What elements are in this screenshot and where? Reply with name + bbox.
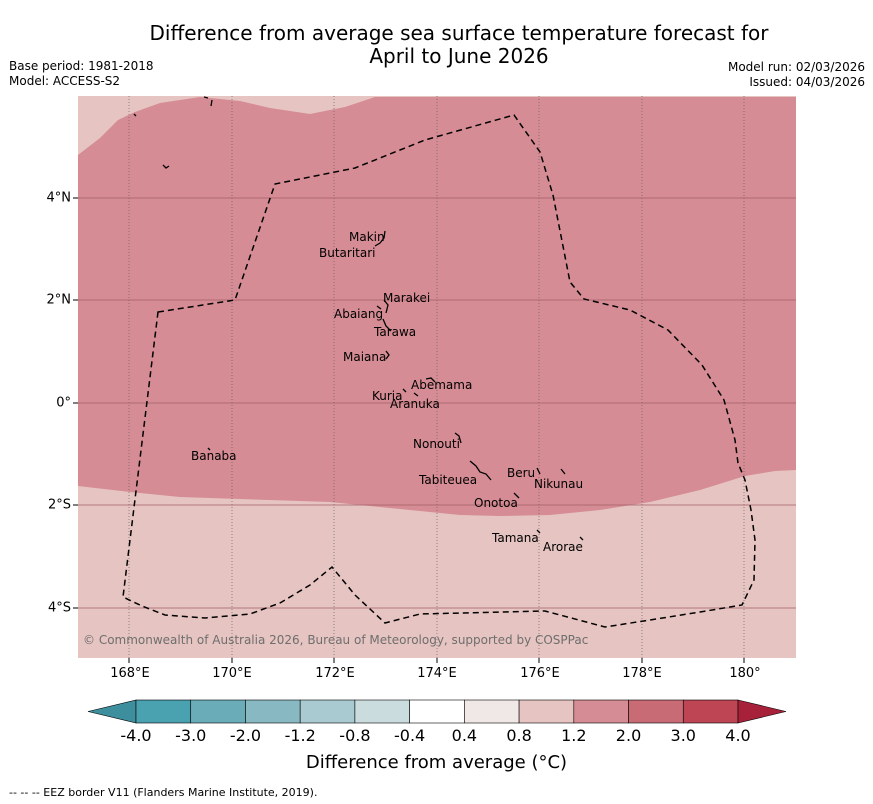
chart-title: Difference from average sea surface temp… bbox=[0, 22, 873, 68]
island-label-tabiteuea: Tabiteuea bbox=[418, 473, 477, 487]
island-shape-tamana bbox=[536, 529, 541, 534]
colorbar-segment bbox=[464, 699, 520, 724]
island-shape-tabiteuea bbox=[469, 460, 492, 481]
island-label-abaiang: Abaiang bbox=[334, 307, 383, 321]
base-period-text: Base period: 1981-2018 bbox=[9, 59, 154, 73]
island-label-tamana: Tamana bbox=[491, 531, 539, 545]
island-label-marakei: Marakei bbox=[383, 291, 430, 305]
x-tick-172e: 172°E bbox=[315, 666, 355, 681]
colorbar-extend-high bbox=[737, 699, 787, 724]
island-shape-north-c bbox=[133, 113, 137, 117]
title-line-1: Difference from average sea surface temp… bbox=[149, 21, 769, 45]
island-shape-onotoa bbox=[513, 492, 520, 499]
y-tick-4s: 4°S bbox=[47, 600, 71, 616]
colorbar-tick-label: 3.0 bbox=[670, 726, 696, 745]
island-label-nonouti: Nonouti bbox=[413, 437, 460, 451]
colorbar-tick-label: 0.4 bbox=[451, 726, 478, 745]
island-shape-butaritari bbox=[374, 230, 386, 247]
colorbar-tick-label: -4.0 bbox=[120, 726, 152, 745]
colorbar-segment bbox=[409, 699, 465, 724]
y-tick-4n: 4°N bbox=[46, 190, 72, 206]
colorbar-tick-label: 2.0 bbox=[615, 726, 642, 745]
map-area: Makin Butaritari Marakei Abaiang Tarawa … bbox=[78, 96, 796, 658]
colorbar-segment bbox=[573, 699, 629, 724]
colorbar-extend-low bbox=[87, 699, 137, 724]
island-label-tarawa: Tarawa bbox=[373, 325, 416, 339]
y-tick-0: 0° bbox=[56, 395, 71, 411]
colorbar bbox=[87, 699, 787, 724]
island-label-maiana: Maiana bbox=[343, 350, 386, 364]
island-shape-north-a bbox=[162, 164, 170, 169]
eez-legend-footer: -- -- -- EEZ border V11 (Flanders Marine… bbox=[9, 786, 318, 799]
colorbar-title: Difference from average (°C) bbox=[305, 752, 568, 773]
island-label-aranuka: Aranuka bbox=[390, 397, 440, 411]
colorbar-tick-label: -3.0 bbox=[175, 726, 207, 745]
island-shape-abaiang bbox=[376, 305, 382, 310]
colorbar-tick-label: -0.8 bbox=[339, 726, 371, 745]
x-tick-180: 180° bbox=[729, 666, 761, 681]
island-shape-beru bbox=[536, 467, 541, 475]
colorbar-segment bbox=[190, 699, 246, 724]
colorbar-tick-label: -2.0 bbox=[229, 726, 262, 745]
island-label-banaba: Banaba bbox=[191, 449, 237, 463]
island-labels: Makin Butaritari Marakei Abaiang Tarawa … bbox=[191, 230, 583, 554]
island-label-makin: Makin bbox=[349, 230, 385, 244]
y-tick-2s: 2°S bbox=[47, 497, 71, 513]
colorbar-tick-label: -1.2 bbox=[284, 726, 316, 745]
x-tick-168e: 168°E bbox=[110, 666, 150, 681]
island-label-abemama: Abemama bbox=[411, 378, 472, 392]
island-shape-abemama bbox=[425, 377, 436, 383]
island-label-butaritari: Butaritari bbox=[319, 246, 376, 260]
colorbar-segment bbox=[518, 699, 575, 724]
colorbar-tick-label: 1.2 bbox=[561, 726, 587, 745]
island-shape-north-b bbox=[203, 96, 213, 107]
island-label-onotoa: Onotoa bbox=[474, 496, 518, 510]
colorbar-segment bbox=[245, 699, 301, 724]
island-label-beru: Beru bbox=[507, 466, 535, 480]
colorbar-tick-label: 0.8 bbox=[506, 726, 532, 745]
y-tick-2n: 2°N bbox=[46, 292, 72, 308]
meta-left: Base period: 1981-2018 Model: ACCESS-S2 bbox=[9, 59, 154, 89]
x-tick-174e: 174°E bbox=[417, 666, 457, 681]
island-label-arorae: Arorae bbox=[543, 540, 583, 554]
island-label-kuria: Kuria bbox=[372, 389, 403, 403]
grid-lines bbox=[78, 96, 796, 658]
meta-right: Model run: 02/03/2026 Issued: 04/03/2026 bbox=[728, 60, 865, 90]
tick-marks bbox=[73, 197, 745, 663]
colorbar-tick-label: -0.4 bbox=[394, 726, 426, 745]
island-shape-marakei bbox=[383, 299, 389, 314]
colorbar-segment bbox=[354, 699, 410, 724]
issued-text: Issued: 04/03/2026 bbox=[749, 75, 865, 89]
copyright-text: © Commonwealth of Australia 2026, Bureau… bbox=[83, 633, 588, 647]
title-line-2: April to June 2026 bbox=[369, 44, 549, 68]
eez-border bbox=[122, 114, 756, 628]
island-shape-nikunau bbox=[560, 468, 566, 475]
model-run-text: Model run: 02/03/2026 bbox=[727, 60, 865, 74]
x-tick-178e: 178°E bbox=[622, 666, 662, 681]
colorbar-segment bbox=[682, 699, 739, 724]
island-shape-maiana bbox=[385, 350, 390, 360]
colorbar-segment bbox=[628, 699, 684, 724]
x-tick-170e: 170°E bbox=[212, 666, 252, 681]
colorbar-segment bbox=[135, 699, 192, 724]
x-tick-176e: 176°E bbox=[520, 666, 560, 681]
model-text: Model: ACCESS-S2 bbox=[9, 74, 121, 88]
colorbar-segment bbox=[299, 699, 356, 724]
island-shape-arorae bbox=[579, 536, 584, 541]
island-shape-kuria bbox=[402, 388, 419, 397]
island-shape-tarawa bbox=[382, 318, 392, 332]
colorbar-tick-label: 4.0 bbox=[725, 726, 751, 745]
island-shapes bbox=[133, 96, 584, 541]
island-shape-banaba bbox=[207, 447, 211, 451]
island-shape-nonouti bbox=[454, 432, 462, 444]
island-label-nikunau: Nikunau bbox=[534, 477, 583, 491]
